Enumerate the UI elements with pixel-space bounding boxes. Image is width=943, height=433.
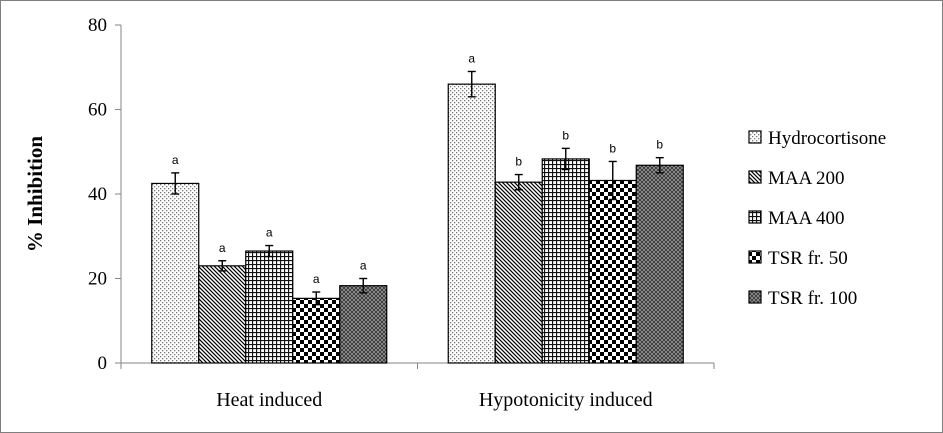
error-bar (608, 160, 617, 201)
significance-label: b (515, 155, 522, 169)
significance-label: a (266, 226, 273, 240)
legend-swatch (748, 130, 762, 144)
bar-crosshatch (339, 285, 388, 364)
legend-swatch (748, 170, 762, 184)
bar-dots (151, 182, 200, 364)
bar-checker (588, 179, 637, 364)
legend-item: MAA 400 (748, 208, 845, 229)
significance-label: a (172, 153, 179, 167)
significance-label: a (468, 51, 475, 65)
error-bar (171, 172, 180, 195)
significance-label: a (360, 259, 367, 273)
bars (151, 83, 684, 364)
legend-swatch (748, 290, 762, 304)
significance-label: a (219, 241, 226, 255)
significance-labels: a a a a a a b b b b (172, 51, 664, 286)
error-bar (467, 70, 476, 98)
bar-crosshatch (635, 164, 684, 364)
significance-label: b (656, 138, 663, 152)
y-ticks: 0 20 40 60 80 (88, 15, 121, 374)
error-bar (514, 173, 523, 191)
error-bars (171, 70, 664, 306)
legend-label: MAA 200 (768, 168, 845, 189)
legend-item: MAA 200 (748, 168, 845, 189)
legend-label: MAA 400 (768, 208, 845, 229)
y-tick-label: 40 (88, 184, 107, 205)
significance-label: a (313, 272, 320, 286)
error-bar (655, 156, 664, 174)
significance-label: b (562, 128, 569, 142)
y-tick-label: 80 (88, 15, 107, 36)
bar-diagonal (494, 181, 543, 364)
error-bar (312, 291, 321, 306)
y-tick-label: 0 (98, 353, 108, 374)
y-axis-title: % Inhibition (23, 136, 47, 252)
x-category-label: Heat induced (216, 389, 322, 411)
error-bar (218, 260, 227, 272)
legend-swatch (748, 250, 762, 264)
legend-item: TSR fr. 100 (748, 288, 857, 309)
significance-label: b (609, 141, 616, 155)
y-tick-label: 60 (88, 100, 107, 121)
error-bar (265, 244, 274, 258)
bar-grid (541, 158, 590, 364)
legend-label: TSR fr. 100 (768, 288, 857, 309)
x-category-label: Hypotonicity induced (479, 389, 653, 411)
legend: Hydrocortisone MAA 200 MAA 400 TSR fr. 50 TS… (748, 128, 886, 309)
bar-dots (447, 83, 496, 364)
legend-item: Hydrocortisone (748, 128, 886, 149)
error-bar (561, 147, 570, 171)
error-bar (359, 277, 368, 294)
bar-checker (292, 297, 341, 364)
bar-diagonal (198, 265, 247, 364)
legend-item: TSR fr. 50 (748, 248, 848, 269)
legend-label: TSR fr. 50 (768, 248, 848, 269)
legend-swatch (748, 210, 762, 224)
bar-grid (245, 250, 294, 364)
legend-label: Hydrocortisone (768, 128, 886, 149)
x-ticks: Heat induced Hypotonicity induced (120, 363, 715, 411)
y-tick-label: 20 (88, 269, 107, 290)
